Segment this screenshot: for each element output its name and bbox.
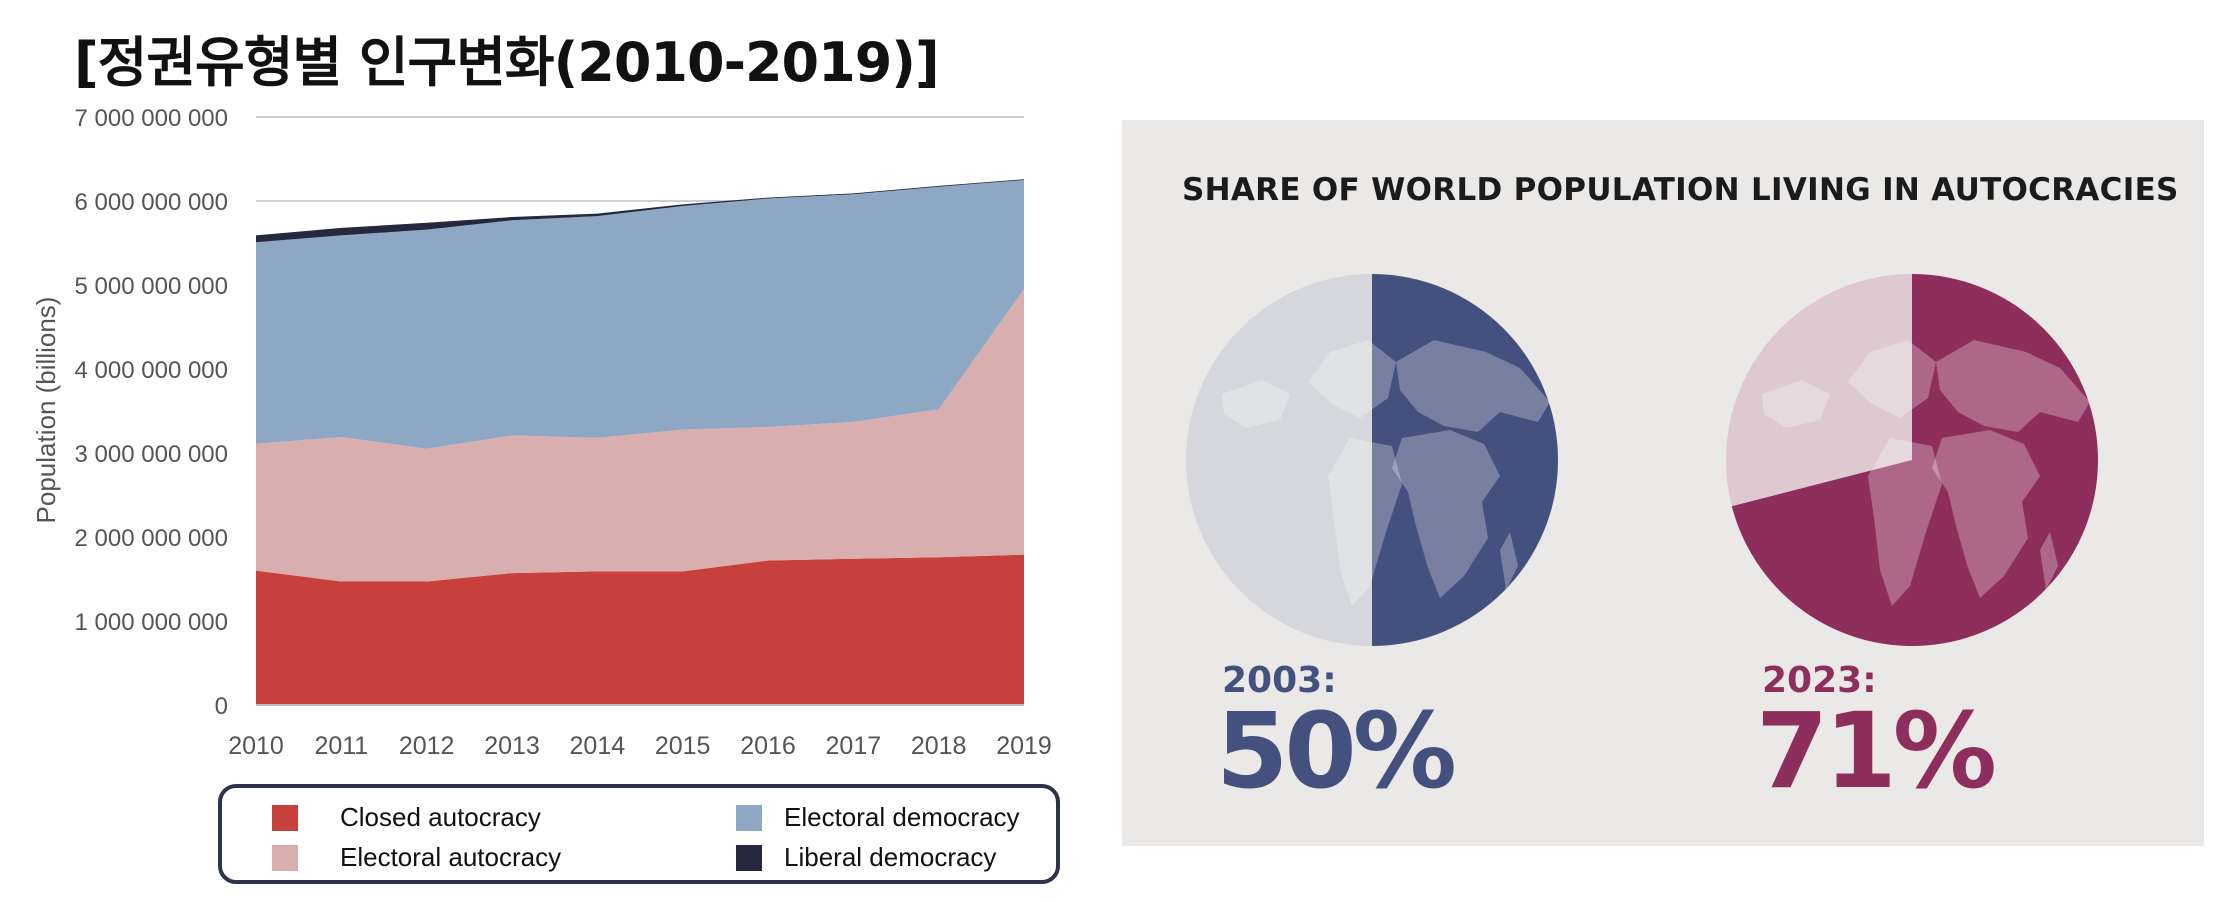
area-electoral-democracy [256,180,1024,449]
legend-swatch-electoral-autocracy [272,844,298,871]
legend-swatch-liberal-democracy [736,844,762,871]
continent-shape [1868,438,1942,606]
pie-slice-autocracy [1372,274,1558,646]
legend-item-liberal-democracy: Liberal democracy [736,842,996,873]
y-tick-label: 1 000 000 000 [75,609,228,636]
area-closed-autocracy [256,554,1024,705]
legend-item-electoral-democracy: Electoral democracy [736,802,1020,833]
share-2003-value: 50% [1216,690,1457,812]
continent-shape [1762,380,1830,428]
y-tick-label: 0 [215,693,228,720]
share-2023-value: 71% [1756,690,1997,812]
legend-label-liberal-democracy: Liberal democracy [784,842,997,872]
x-tick-label: 2018 [911,732,967,760]
continent-shape [1222,380,1290,428]
area-electoral-autocracy [256,289,1024,582]
x-tick-label: 2019 [996,732,1052,760]
y-tick-label: 2 000 000 000 [75,525,228,552]
continent-shape [1392,430,1500,598]
globe-2023 [1726,274,2098,646]
continent-shape [2040,532,2058,590]
x-tick-label: 2017 [826,732,882,760]
x-tick-label: 2012 [399,732,455,760]
autocracy-share-infographic: SHARE OF WORLD POPULATION LIVING IN AUTO… [1122,120,2204,846]
year-2003-label: 2003: [1222,660,1337,701]
y-tick-label: 7 000 000 000 [75,105,228,132]
y-tick-label: 4 000 000 000 [75,357,228,384]
x-tick-label: 2010 [228,732,284,760]
legend-item-electoral-autocracy: Electoral autocracy [272,842,561,873]
x-tick-label: 2013 [484,732,540,760]
continent-shape [1396,340,1550,432]
y-axis-title: Population (billions) [31,297,61,524]
legend-swatch-electoral-democracy [736,804,762,831]
x-tick-label: 2015 [655,732,711,760]
page-title: [정권유형별 인구변화(2010-2019)] [74,31,940,94]
area-liberal-democracy [256,179,1024,243]
x-tick-label: 2016 [740,732,796,760]
continent-shape [1500,532,1518,590]
x-tick-label: 2014 [570,732,626,760]
year-2023-label: 2023: [1762,660,1877,701]
legend-label-closed-autocracy: Closed autocracy [340,802,541,832]
continent-shape [1932,430,2040,598]
continent-shape [1308,340,1396,418]
continent-shape [1848,340,1936,418]
infographic-title: SHARE OF WORLD POPULATION LIVING IN AUTO… [1182,172,2179,208]
pie-slice-autocracy [1731,274,2098,646]
population-area-chart: 0 1 000 000 000 2 000 000 000 3 000 000 000… [31,105,1052,760]
continent-shape [1936,340,2090,432]
y-tick-label: 5 000 000 000 [75,273,228,300]
continent-shape [1328,438,1402,606]
y-tick-label: 3 000 000 000 [75,441,228,468]
x-tick-label: 2011 [314,732,368,760]
globe-2003 [1186,274,1558,646]
legend-label-electoral-democracy: Electoral democracy [784,802,1020,832]
legend-item-closed-autocracy: Closed autocracy [272,802,541,833]
legend-swatch-closed-autocracy [272,804,298,831]
y-tick-label: 6 000 000 000 [75,189,228,216]
legend-label-electoral-autocracy: Electoral autocracy [340,842,562,872]
chart-legend: Closed autocracy Electoral autocracy Ele… [218,784,1060,884]
